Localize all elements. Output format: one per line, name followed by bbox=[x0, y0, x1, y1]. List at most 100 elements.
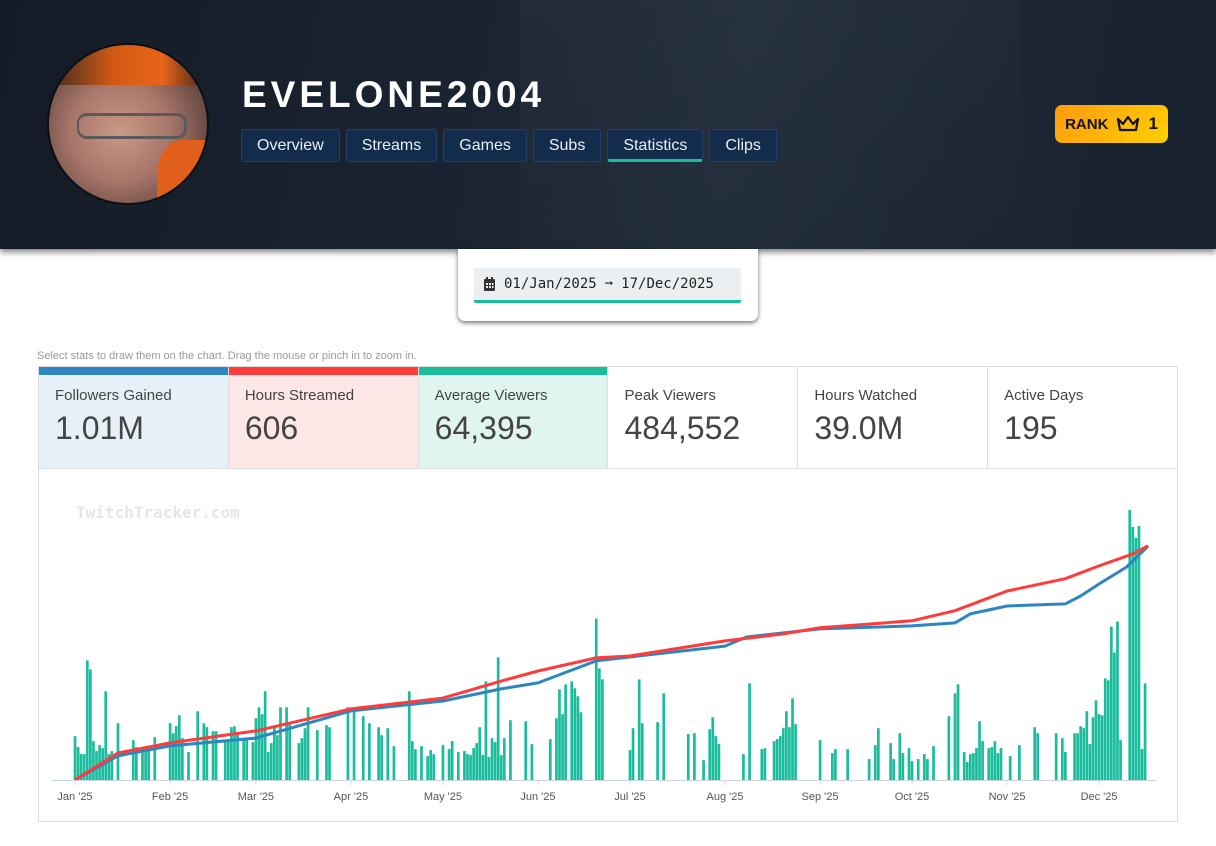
bar[interactable] bbox=[147, 747, 150, 780]
chart-canvas[interactable]: TwitchTracker.com Jan '25 Feb '25 Mar '25 A… bbox=[39, 469, 1177, 821]
bar[interactable] bbox=[254, 718, 258, 780]
bar[interactable] bbox=[990, 747, 994, 780]
bar[interactable] bbox=[1076, 733, 1079, 780]
bar[interactable] bbox=[987, 748, 991, 780]
stat-card-average-viewers[interactable]: Average Viewers 64,395 bbox=[418, 367, 609, 469]
bar[interactable] bbox=[1140, 749, 1144, 780]
bar[interactable] bbox=[279, 707, 282, 780]
bar[interactable] bbox=[484, 681, 488, 780]
bar[interactable] bbox=[377, 727, 380, 780]
bar[interactable] bbox=[555, 718, 558, 780]
bar[interactable] bbox=[714, 736, 718, 780]
tab-streams[interactable]: Streams bbox=[345, 129, 438, 162]
bar[interactable] bbox=[502, 738, 506, 780]
bar[interactable] bbox=[475, 743, 479, 780]
bar[interactable] bbox=[640, 723, 644, 780]
bar[interactable] bbox=[174, 726, 178, 780]
bar[interactable] bbox=[932, 746, 935, 780]
bar[interactable] bbox=[831, 753, 834, 780]
bar[interactable] bbox=[947, 716, 951, 780]
bar[interactable] bbox=[788, 727, 791, 780]
bar[interactable] bbox=[98, 745, 101, 780]
bar[interactable] bbox=[1097, 714, 1101, 780]
bar[interactable] bbox=[386, 728, 390, 780]
bar[interactable] bbox=[79, 754, 83, 780]
bar[interactable] bbox=[432, 754, 436, 780]
bar[interactable] bbox=[211, 731, 215, 780]
line-followers-gained[interactable] bbox=[74, 544, 1150, 782]
bar[interactable] bbox=[965, 762, 969, 780]
bar[interactable] bbox=[469, 755, 472, 780]
bar[interactable] bbox=[996, 753, 1000, 780]
bar[interactable] bbox=[1110, 626, 1113, 780]
bar[interactable] bbox=[968, 754, 972, 780]
bar[interactable] bbox=[564, 684, 567, 780]
bar[interactable] bbox=[524, 721, 528, 780]
bar[interactable] bbox=[579, 712, 583, 780]
bar[interactable] bbox=[407, 691, 411, 780]
bar[interactable] bbox=[993, 741, 997, 780]
bar[interactable] bbox=[1094, 700, 1098, 780]
bar[interactable] bbox=[1091, 717, 1095, 780]
bar[interactable] bbox=[76, 747, 80, 780]
bar[interactable] bbox=[1079, 726, 1083, 780]
bar[interactable] bbox=[956, 684, 960, 780]
bar[interactable] bbox=[594, 618, 598, 780]
bar[interactable] bbox=[1064, 752, 1067, 780]
bar[interactable] bbox=[306, 707, 310, 780]
bar[interactable] bbox=[972, 753, 975, 780]
bar[interactable] bbox=[1008, 756, 1012, 780]
tab-games[interactable]: Games bbox=[443, 129, 527, 162]
bar[interactable] bbox=[236, 734, 239, 780]
bar[interactable] bbox=[910, 761, 914, 780]
bar[interactable] bbox=[601, 679, 604, 780]
bar[interactable] bbox=[141, 747, 144, 780]
bar[interactable] bbox=[346, 707, 350, 780]
bar[interactable] bbox=[257, 707, 261, 780]
bar[interactable] bbox=[846, 749, 850, 780]
bar[interactable] bbox=[420, 746, 423, 780]
bar[interactable] bbox=[781, 728, 785, 780]
bar[interactable] bbox=[1054, 733, 1058, 780]
bar[interactable] bbox=[144, 747, 147, 780]
bar[interactable] bbox=[110, 751, 114, 780]
bar[interactable] bbox=[1018, 745, 1021, 780]
bar[interactable] bbox=[392, 746, 396, 780]
stat-card-hours-watched[interactable]: Hours Watched 39.0M bbox=[798, 367, 989, 469]
bar[interactable] bbox=[631, 728, 635, 780]
bar[interactable] bbox=[892, 759, 896, 780]
bar[interactable] bbox=[778, 736, 782, 780]
rank-badge[interactable]: RANK 1 bbox=[1055, 105, 1168, 143]
bar[interactable] bbox=[481, 755, 485, 780]
bar[interactable] bbox=[202, 723, 206, 780]
bar[interactable] bbox=[107, 754, 111, 780]
bar[interactable] bbox=[478, 727, 482, 780]
stat-card-hours-streamed[interactable]: Hours Streamed 606 bbox=[228, 367, 419, 469]
bar[interactable] bbox=[177, 715, 181, 780]
bar[interactable] bbox=[361, 716, 365, 780]
bar[interactable] bbox=[181, 738, 184, 780]
bar[interactable] bbox=[187, 752, 190, 780]
bar[interactable] bbox=[1116, 621, 1119, 780]
bar[interactable] bbox=[104, 691, 108, 780]
bar[interactable] bbox=[693, 733, 696, 780]
bar[interactable] bbox=[907, 748, 911, 780]
bar[interactable] bbox=[772, 741, 776, 780]
bar[interactable] bbox=[1103, 678, 1107, 780]
bar[interactable] bbox=[266, 752, 270, 780]
bar[interactable] bbox=[702, 760, 705, 780]
bar[interactable] bbox=[85, 660, 89, 780]
bar[interactable] bbox=[1131, 526, 1135, 780]
bar[interactable] bbox=[303, 728, 307, 780]
bar[interactable] bbox=[742, 754, 745, 780]
bar[interactable] bbox=[429, 750, 433, 780]
bar[interactable] bbox=[686, 734, 690, 780]
tab-statistics[interactable]: Statistics bbox=[607, 129, 704, 162]
bar[interactable] bbox=[1036, 733, 1040, 780]
bar[interactable] bbox=[487, 757, 491, 780]
bar[interactable] bbox=[785, 711, 788, 780]
bar[interactable] bbox=[656, 722, 659, 780]
bar[interactable] bbox=[227, 741, 230, 780]
bar[interactable] bbox=[760, 749, 764, 780]
bar[interactable] bbox=[426, 756, 429, 780]
